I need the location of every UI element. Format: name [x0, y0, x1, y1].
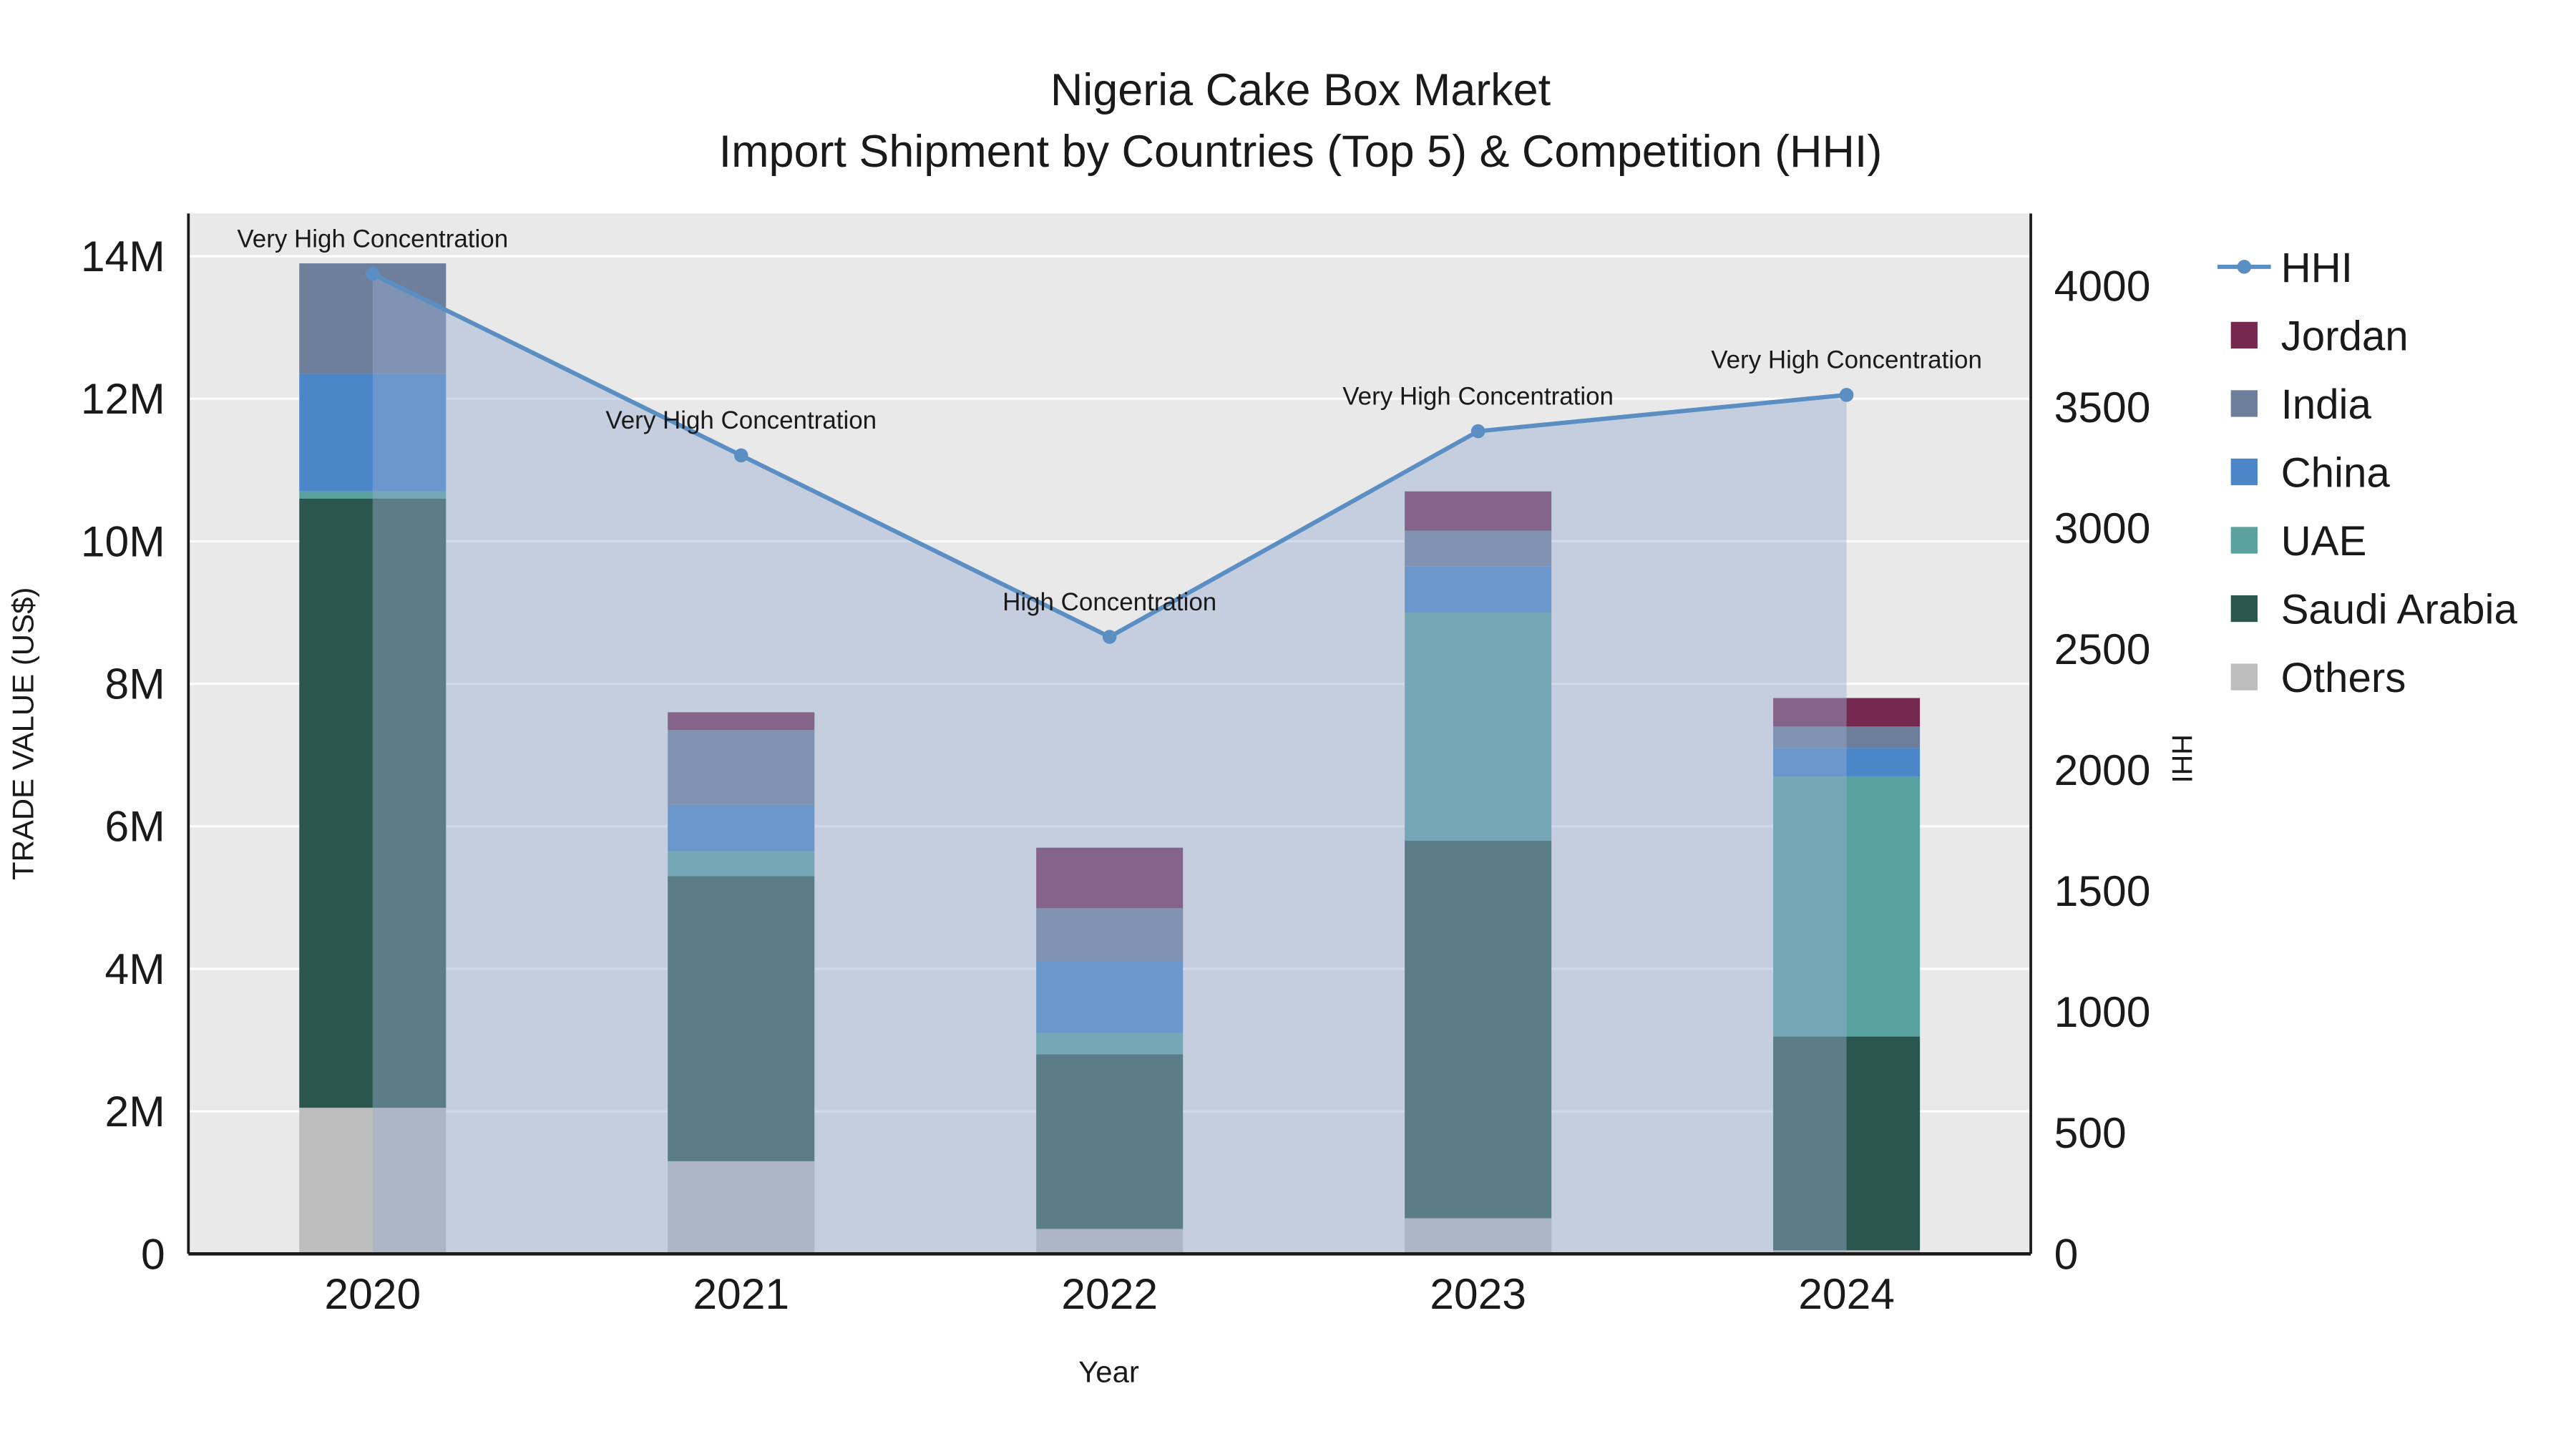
bar-uae-2021[interactable]: [668, 851, 815, 877]
legend-item-hhi[interactable]: HHI: [2218, 245, 2353, 291]
hhi-point-2024[interactable]: [1839, 388, 1854, 402]
x-tick-label-2023: 2023: [1430, 1269, 1526, 1318]
bar-india-2023[interactable]: [1405, 530, 1552, 567]
legend-label: India: [2281, 381, 2372, 428]
y-left-tick-label: 6M: [105, 802, 165, 851]
annotation-2020: Very High Concentration: [237, 225, 508, 253]
bar-china-2022[interactable]: [1036, 961, 1184, 1033]
chart-title-line1: Nigeria Cake Box Market: [1050, 65, 1551, 115]
y-right-tick-label: 3000: [2054, 504, 2151, 552]
legend-swatch: [2230, 595, 2258, 623]
bar-saudi-arabia-2023[interactable]: [1405, 840, 1552, 1219]
bar-others-2020[interactable]: [299, 1108, 447, 1254]
bar-china-2024[interactable]: [1773, 748, 1921, 777]
x-axis-title: Year: [1078, 1355, 1139, 1389]
bar-china-2023[interactable]: [1405, 566, 1552, 613]
hhi-point-2022[interactable]: [1102, 630, 1117, 644]
y-right-axis-title: HHI: [2166, 734, 2197, 783]
bar-jordan-2021[interactable]: [668, 712, 815, 731]
annotation-2024: Very High Concentration: [1711, 346, 1982, 374]
hhi-area-group: [372, 273, 1847, 1254]
bar-others-2021[interactable]: [668, 1161, 815, 1254]
bar-uae-2020[interactable]: [299, 491, 447, 499]
hhi-point-2023[interactable]: [1470, 424, 1485, 439]
bar-china-2021[interactable]: [668, 804, 815, 852]
y-right-tick-label: 500: [2054, 1108, 2127, 1157]
bar-china-2020[interactable]: [299, 374, 447, 492]
legend-swatch: [2230, 527, 2258, 554]
chart-title-line2: Import Shipment by Countries (Top 5) & C…: [719, 127, 1883, 177]
axis-lines: [187, 213, 2032, 1256]
y-right-tick-label: 4000: [2054, 262, 2151, 311]
bars: [299, 263, 1921, 1254]
y-left-tick-label: 10M: [81, 517, 165, 565]
legend-label: China: [2281, 449, 2391, 496]
bar-india-2022[interactable]: [1036, 908, 1184, 962]
legend-label: Jordan: [2281, 313, 2409, 359]
x-tick-label-2022: 2022: [1061, 1269, 1158, 1318]
legend-item-china[interactable]: China: [2230, 449, 2391, 496]
y-left-tick-label: 8M: [105, 660, 165, 708]
y-right-tick-label: 1000: [2054, 987, 2151, 1036]
y-right-tick-label: 0: [2054, 1229, 2079, 1278]
y-left-tick-label: 2M: [105, 1087, 165, 1136]
bar-india-2024[interactable]: [1773, 726, 1921, 748]
bar-jordan-2022[interactable]: [1036, 847, 1184, 909]
legend-item-india[interactable]: India: [2230, 381, 2372, 428]
bar-saudi-arabia-2022[interactable]: [1036, 1054, 1184, 1229]
bar-jordan-2023[interactable]: [1405, 491, 1552, 531]
legend-swatch: [2230, 458, 2258, 486]
bar-saudi-arabia-2024[interactable]: [1773, 1036, 1921, 1251]
legend-item-jordan[interactable]: Jordan: [2230, 313, 2409, 359]
x-tick-label-2020: 2020: [324, 1269, 421, 1318]
legend-label: Saudi Arabia: [2281, 587, 2518, 633]
bar-jordan-2024[interactable]: [1773, 698, 1921, 727]
axis-ticks: 0 2M 4M 6M 8M 10M 12M 14M 0 500 1000 1500 2000 2500 30…: [81, 232, 2151, 1318]
legend-label: Others: [2281, 655, 2406, 701]
bar-others-2023[interactable]: [1405, 1218, 1552, 1254]
legend-label: UAE: [2281, 518, 2367, 565]
legend-swatch: [2230, 663, 2258, 691]
bar-uae-2023[interactable]: [1405, 613, 1552, 841]
hhi-line-group: [365, 267, 1854, 644]
hhi-area: [372, 273, 1847, 1254]
bar-india-2021[interactable]: [668, 730, 815, 805]
hhi-point-2021[interactable]: [733, 448, 748, 463]
legend-swatch: [2230, 321, 2258, 349]
legend-swatch: [2230, 390, 2258, 417]
y-right-tick-label: 2000: [2054, 746, 2151, 794]
y-right-tick-label: 3500: [2054, 383, 2151, 431]
x-tick-label-2021: 2021: [693, 1269, 789, 1318]
bar-saudi-arabia-2021[interactable]: [668, 876, 815, 1161]
legend-line-marker: [2237, 260, 2252, 274]
bar-india-2020[interactable]: [299, 263, 447, 374]
legend-item-uae[interactable]: UAE: [2230, 518, 2367, 565]
annotation-2021: Very High Concentration: [605, 406, 877, 434]
annotation-2023: Very High Concentration: [1342, 382, 1614, 410]
bar-uae-2022[interactable]: [1036, 1033, 1184, 1055]
y-left-tick-label: 4M: [105, 945, 165, 993]
y-left-axis-title: TRADE VALUE (US$): [6, 587, 40, 880]
legend-item-others[interactable]: Others: [2230, 655, 2406, 701]
y-left-tick-label: 14M: [81, 232, 165, 280]
x-tick-label-2024: 2024: [1798, 1269, 1895, 1318]
legend-item-saudi-arabia[interactable]: Saudi Arabia: [2230, 587, 2518, 633]
bar-others-2024[interactable]: [1773, 1250, 1921, 1254]
y-left-tick-label: 12M: [81, 374, 165, 423]
hhi-point-2020[interactable]: [365, 267, 380, 281]
bar-others-2022[interactable]: [1036, 1229, 1184, 1254]
legend: HHI Jordan India China UAE Saudi Arabia Others: [2218, 245, 2518, 701]
y-right-tick-label: 1500: [2054, 867, 2151, 915]
bar-saudi-arabia-2020[interactable]: [299, 498, 447, 1108]
y-left-tick-label: 0: [141, 1229, 165, 1278]
annotation-2022: High Concentration: [1002, 588, 1216, 616]
legend-label: HHI: [2281, 245, 2353, 291]
y-right-tick-label: 2500: [2054, 625, 2151, 673]
bar-uae-2024[interactable]: [1773, 776, 1921, 1037]
annotations: Very High Concentration Very High Concent…: [237, 225, 1982, 616]
